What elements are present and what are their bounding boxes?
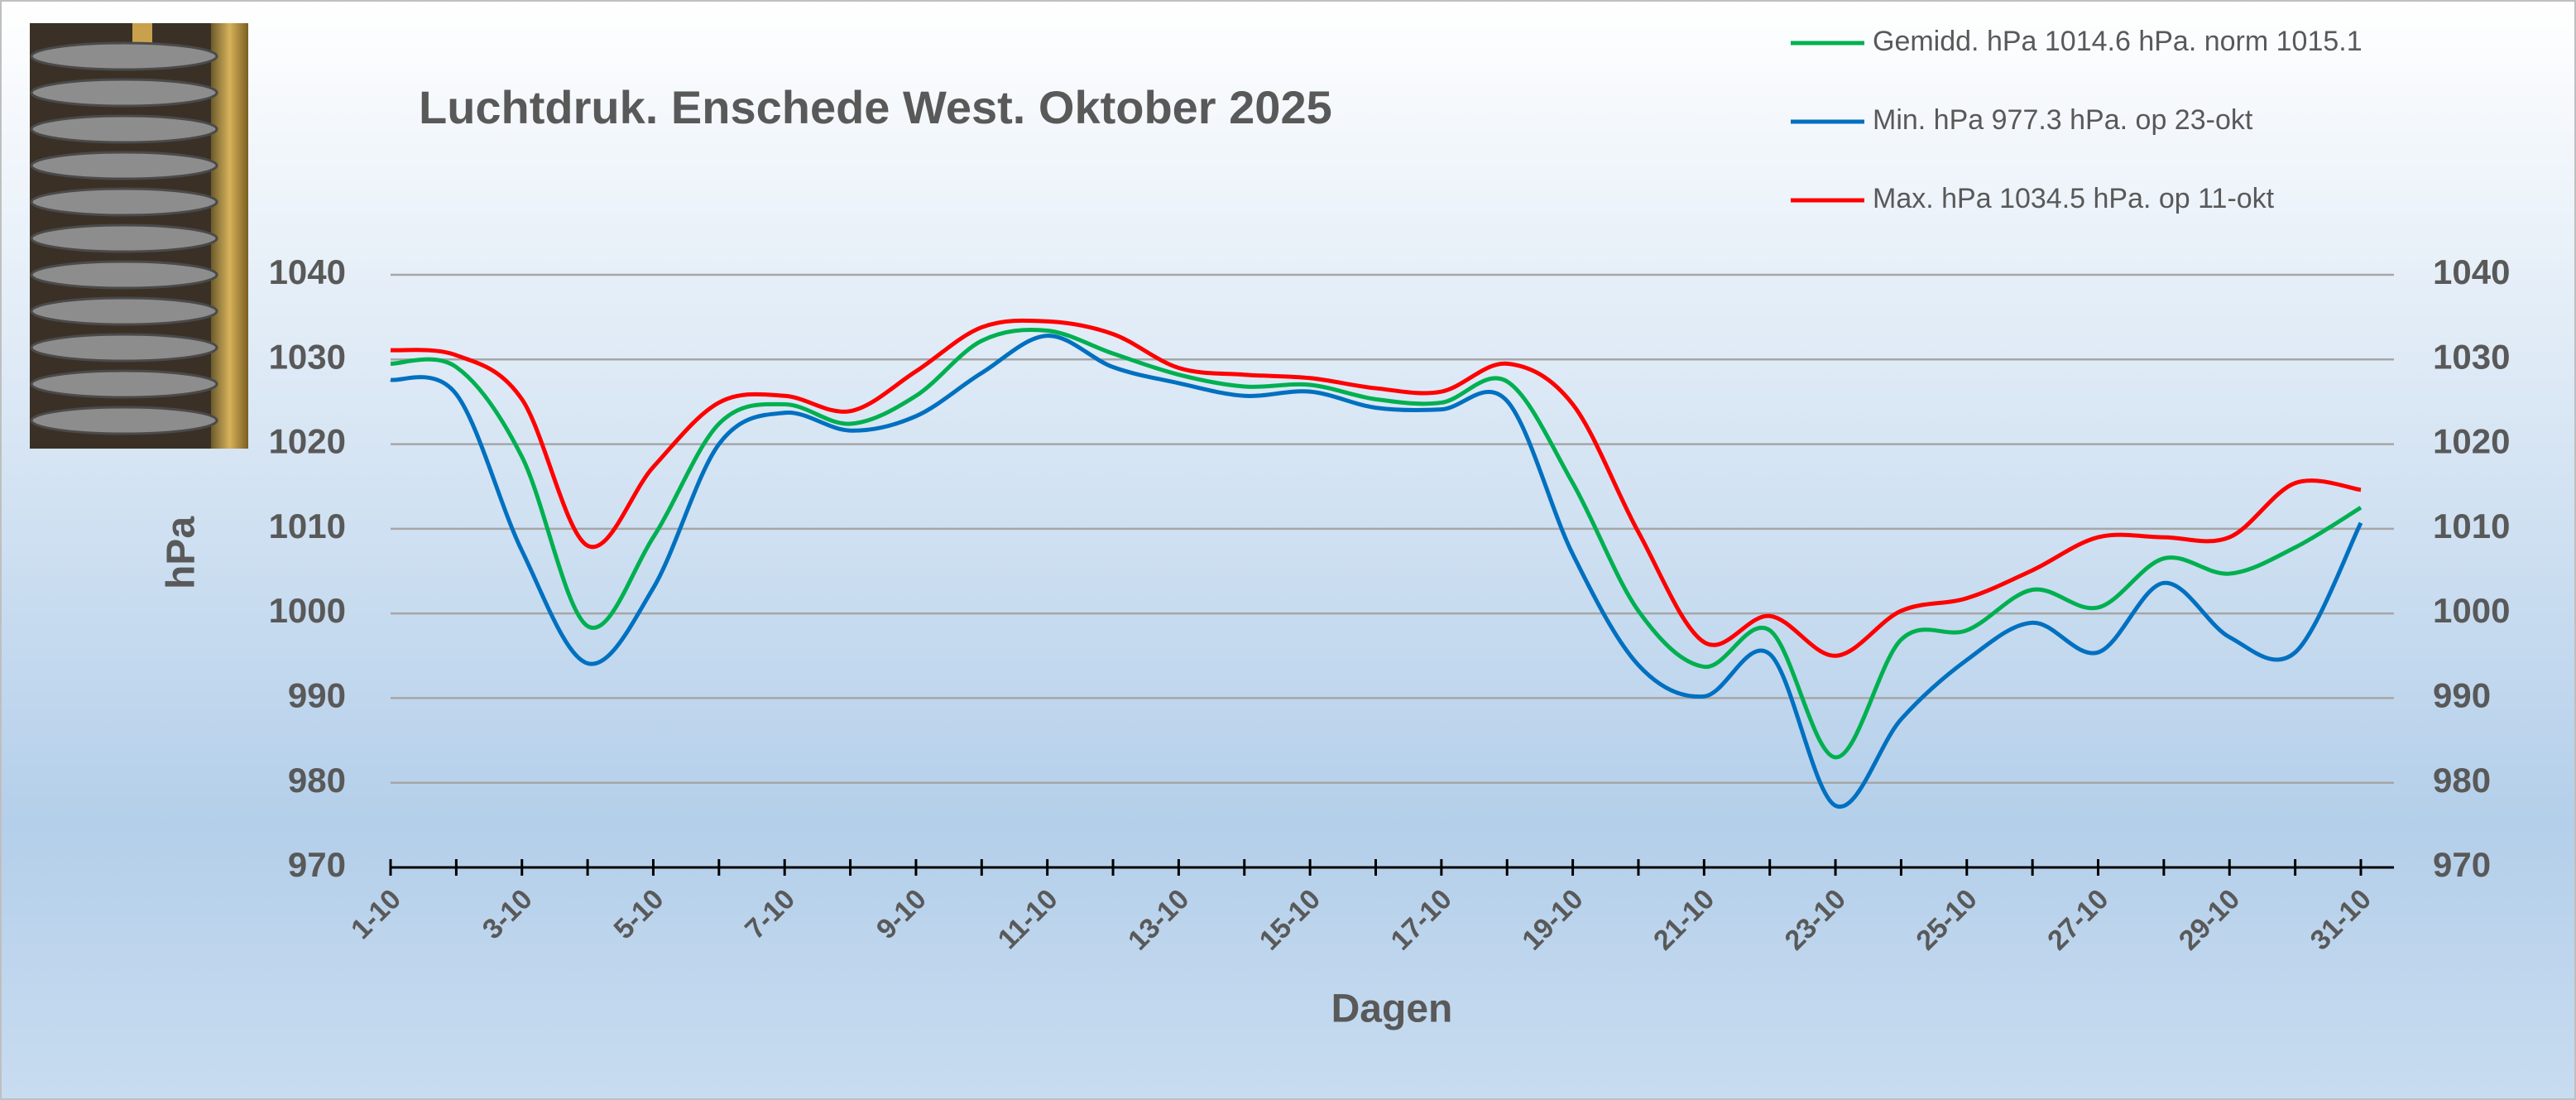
y-tick-label: 980: [288, 761, 346, 800]
y-tick-label: 1000: [269, 591, 346, 630]
y2-tick-label: 1020: [2433, 422, 2510, 461]
chart-title: Luchtdruk. Enschede West. Oktober 2025: [419, 81, 1332, 133]
series-line: [390, 318, 2362, 658]
series-line: [390, 334, 2363, 809]
y2-tick-label: 980: [2433, 761, 2491, 800]
y2-tick-label: 1000: [2433, 591, 2510, 630]
y-tick-label: 1020: [269, 422, 346, 461]
disk: [30, 260, 218, 290]
disk: [30, 406, 218, 435]
y-tick-label: 970: [288, 845, 346, 884]
y2-tick-label: 970: [2433, 845, 2491, 884]
disk: [30, 187, 218, 217]
y2-tick-label: 990: [2433, 676, 2491, 715]
disk: [30, 333, 218, 363]
x-axis-label: Dagen: [1331, 987, 1453, 1031]
y-tick-label: 1030: [269, 337, 346, 376]
y-tick-label: 990: [288, 676, 346, 715]
series-line: [390, 328, 2363, 760]
disk: [30, 296, 218, 326]
disk: [30, 114, 218, 144]
photo: [30, 23, 248, 449]
legend-label: Max. hPa 1034.5 hPa. op 11-okt: [1873, 183, 2275, 214]
disk: [30, 223, 218, 253]
disk: [30, 369, 218, 399]
disk: [30, 41, 218, 71]
y2-tick-label: 1040: [2433, 252, 2510, 291]
y2-tick-label: 1010: [2433, 507, 2510, 545]
disk: [30, 151, 218, 180]
y-axis-label: hPa: [160, 516, 204, 589]
y-tick-label: 1010: [269, 507, 346, 545]
y-tick-label: 1040: [269, 252, 346, 291]
legend-label: Gemidd. hPa 1014.6 hPa. norm 1015.1: [1873, 26, 2363, 57]
legend-label: Min. hPa 977.3 hPa. op 23-okt: [1873, 104, 2253, 136]
disk: [30, 78, 218, 108]
y2-tick-label: 1030: [2433, 337, 2510, 376]
